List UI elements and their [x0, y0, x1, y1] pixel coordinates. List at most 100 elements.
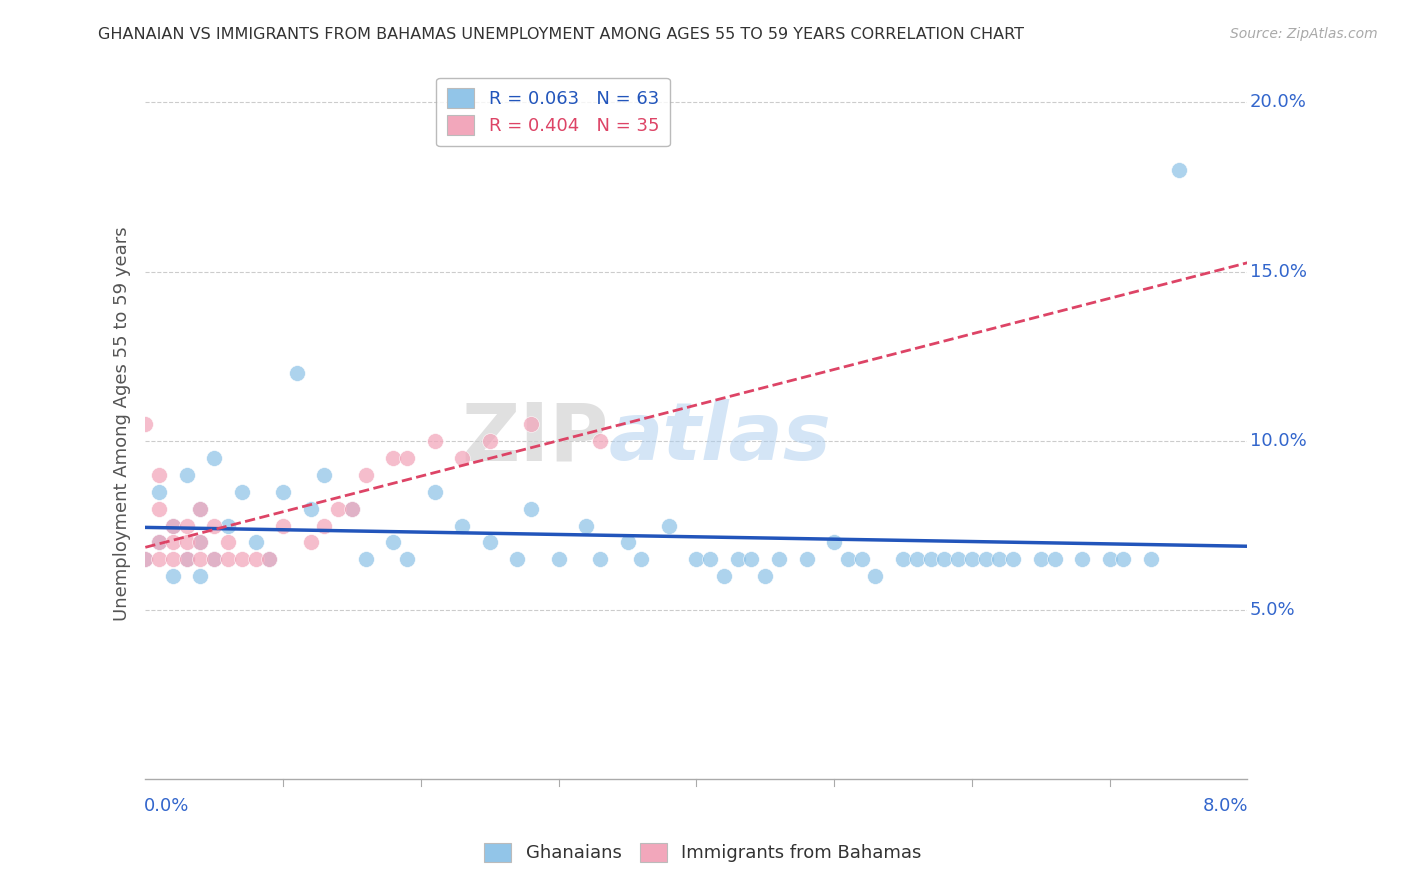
Point [1071, 552, 1094, 566]
Point [190, 501, 212, 516]
Point [891, 552, 914, 566]
Point [946, 552, 969, 566]
Point [148, 535, 170, 549]
Point [382, 450, 405, 465]
Point [520, 417, 543, 431]
Point [451, 450, 474, 465]
Point [245, 552, 267, 566]
Point [1098, 552, 1121, 566]
Point [478, 434, 501, 448]
Point [616, 535, 638, 549]
Point [190, 569, 212, 583]
Point [506, 552, 529, 566]
Point [134, 417, 156, 431]
Point [685, 552, 707, 566]
Point [1167, 163, 1189, 178]
Point [768, 552, 790, 566]
Point [231, 552, 253, 566]
Point [148, 501, 170, 516]
Point [340, 501, 363, 516]
Point [148, 535, 170, 549]
Point [451, 518, 474, 533]
Point [176, 518, 198, 533]
Point [727, 552, 749, 566]
Point [396, 450, 419, 465]
Text: atlas: atlas [609, 400, 831, 477]
Text: Source: ZipAtlas.com: Source: ZipAtlas.com [1230, 27, 1378, 41]
Point [478, 535, 501, 549]
Point [699, 552, 721, 566]
Text: 0.0%: 0.0% [145, 797, 190, 815]
Point [134, 552, 156, 566]
Point [382, 535, 405, 549]
Text: 5.0%: 5.0% [1250, 601, 1295, 619]
Point [328, 501, 350, 516]
Point [1140, 552, 1163, 566]
Point [960, 552, 983, 566]
Point [202, 552, 225, 566]
Point [865, 569, 887, 583]
Point [245, 535, 267, 549]
Point [176, 552, 198, 566]
Point [190, 535, 212, 549]
Text: 8.0%: 8.0% [1204, 797, 1249, 815]
Point [162, 552, 184, 566]
Point [176, 467, 198, 482]
Point [1043, 552, 1066, 566]
Point [988, 552, 1011, 566]
Point [740, 552, 762, 566]
Point [134, 552, 156, 566]
Point [547, 552, 569, 566]
Text: 10.0%: 10.0% [1250, 432, 1306, 450]
Point [202, 450, 225, 465]
Point [1002, 552, 1025, 566]
Point [217, 518, 239, 533]
Point [148, 467, 170, 482]
Point [231, 484, 253, 499]
Y-axis label: Unemployment Among Ages 55 to 59 years: Unemployment Among Ages 55 to 59 years [114, 227, 131, 621]
Point [176, 552, 198, 566]
Point [589, 434, 612, 448]
Point [190, 535, 212, 549]
Point [354, 552, 377, 566]
Point [823, 535, 845, 549]
Point [851, 552, 873, 566]
Point [934, 552, 956, 566]
Point [202, 552, 225, 566]
Point [148, 552, 170, 566]
Point [190, 501, 212, 516]
Point [271, 484, 294, 499]
Point [658, 518, 681, 533]
Point [299, 535, 322, 549]
Point [754, 569, 776, 583]
Point [271, 518, 294, 533]
Point [190, 552, 212, 566]
Point [520, 501, 543, 516]
Point [905, 552, 928, 566]
Point [202, 518, 225, 533]
Text: 15.0%: 15.0% [1250, 262, 1306, 281]
Point [589, 552, 612, 566]
Legend: Ghanaians, Immigrants from Bahamas: Ghanaians, Immigrants from Bahamas [477, 836, 929, 870]
Point [217, 552, 239, 566]
Point [259, 552, 281, 566]
Point [162, 518, 184, 533]
Legend: R = 0.063   N = 63, R = 0.404   N = 35: R = 0.063 N = 63, R = 0.404 N = 35 [436, 78, 669, 146]
Point [299, 501, 322, 516]
Text: ZIP: ZIP [461, 400, 609, 477]
Point [837, 552, 859, 566]
Point [575, 518, 598, 533]
Point [217, 535, 239, 549]
Point [314, 518, 336, 533]
Point [354, 467, 377, 482]
Point [259, 552, 281, 566]
Point [423, 484, 446, 499]
Point [148, 484, 170, 499]
Point [796, 552, 818, 566]
Point [162, 518, 184, 533]
Point [285, 366, 308, 380]
Point [630, 552, 652, 566]
Point [162, 535, 184, 549]
Text: 20.0%: 20.0% [1250, 94, 1306, 112]
Point [974, 552, 997, 566]
